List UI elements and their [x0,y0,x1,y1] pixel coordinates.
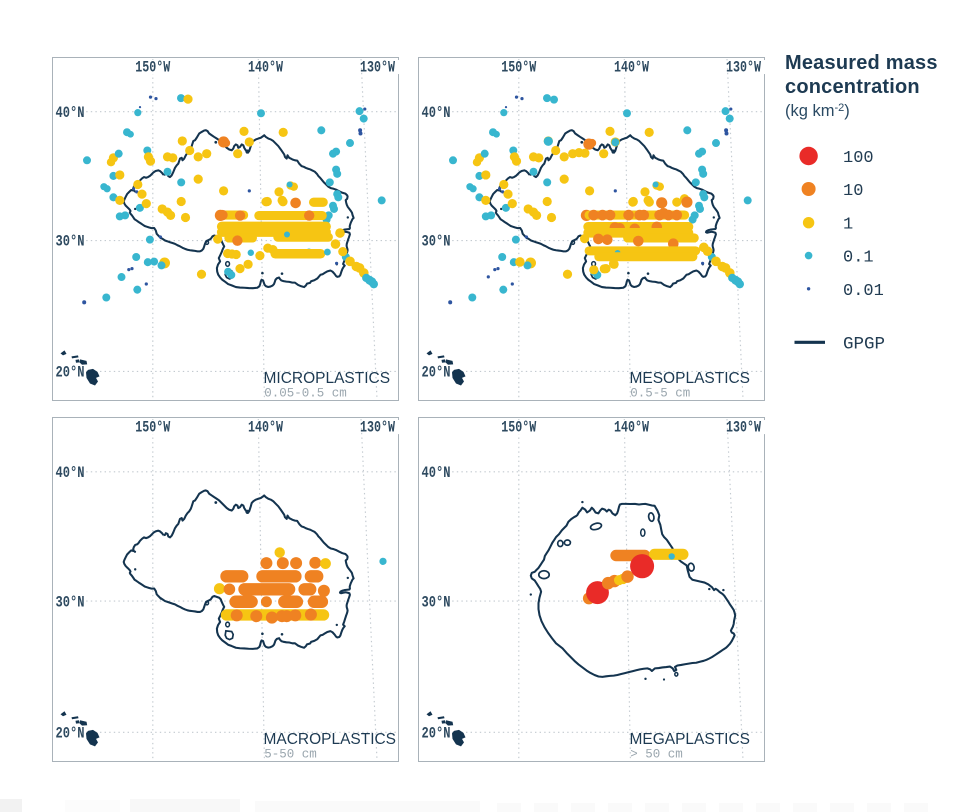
svg-text:20°N: 20°N [56,725,85,743]
svg-text:MICROPLASTICS: MICROPLASTICS [264,370,391,387]
svg-text:40°N: 40°N [56,464,85,482]
svg-text:30°N: 30°N [56,233,85,251]
svg-text:150°W: 150°W [135,59,171,77]
svg-text:> 50 cm: > 50 cm [630,747,682,761]
svg-text:40°N: 40°N [422,104,451,122]
svg-text:0.05-0.5 cm: 0.05-0.5 cm [264,386,346,400]
svg-text:130°W: 130°W [726,59,762,77]
svg-text:0.5-5 cm: 0.5-5 cm [630,386,690,400]
svg-text:30°N: 30°N [56,593,85,611]
svg-text:40°N: 40°N [422,464,451,482]
svg-text:140°W: 140°W [614,59,650,77]
svg-text:MESOPLASTICS: MESOPLASTICS [630,370,751,387]
svg-text:140°W: 140°W [614,419,650,437]
svg-text:40°N: 40°N [56,104,85,122]
svg-text:20°N: 20°N [422,364,451,382]
svg-text:1: 1 [843,216,853,235]
svg-text:MACROPLASTICS: MACROPLASTICS [264,731,397,748]
svg-text:0.01: 0.01 [843,282,884,301]
svg-text:0.1: 0.1 [843,249,874,268]
svg-text:130°W: 130°W [726,419,762,437]
svg-text:20°N: 20°N [56,364,85,382]
svg-text:150°W: 150°W [501,59,537,77]
svg-text:GPGP: GPGP [843,335,885,355]
svg-text:30°N: 30°N [422,233,451,251]
svg-text:5-50 cm: 5-50 cm [264,747,316,761]
svg-text:10: 10 [843,182,863,201]
svg-text:20°N: 20°N [422,725,451,743]
svg-text:150°W: 150°W [501,419,537,437]
svg-text:150°W: 150°W [135,419,171,437]
svg-text:MEGAPLASTICS: MEGAPLASTICS [630,731,750,748]
svg-text:140°W: 140°W [248,419,284,437]
svg-text:30°N: 30°N [422,593,451,611]
svg-text:100: 100 [843,149,874,168]
svg-text:130°W: 130°W [360,419,396,437]
svg-text:140°W: 140°W [248,59,284,77]
svg-text:130°W: 130°W [360,59,396,77]
